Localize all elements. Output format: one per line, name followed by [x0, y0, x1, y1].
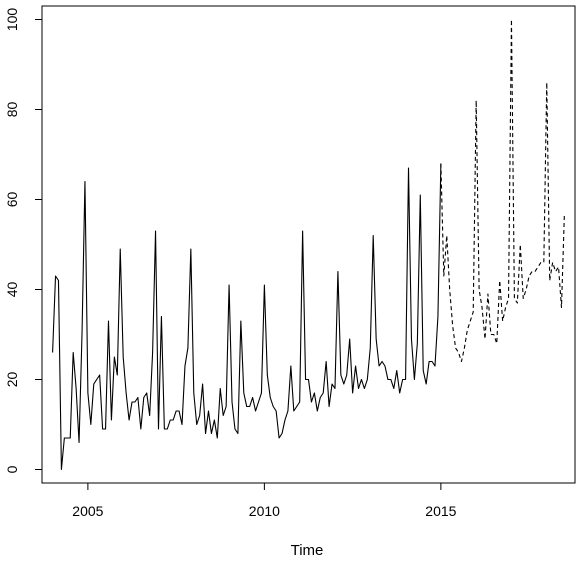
y-axis: 0 20 40 60 80 100 [4, 8, 42, 473]
x-tick-label: 2005 [72, 503, 103, 519]
y-tick-label: 40 [4, 282, 20, 298]
plot-frame [41, 5, 576, 484]
x-tick-label: 2010 [249, 503, 280, 519]
x-axis: 2005 2010 2015 [72, 483, 457, 519]
observed-series-line [52, 163, 442, 471]
y-tick-label: 0 [4, 465, 20, 473]
forecast-series-line [440, 18, 565, 363]
y-tick-label: 60 [4, 192, 20, 208]
y-tick-label: 80 [4, 102, 20, 118]
x-axis-title: Time [291, 542, 324, 559]
y-tick-label: 20 [4, 372, 20, 388]
series-layer [52, 18, 565, 471]
y-tick-label: 100 [4, 8, 20, 32]
x-tick-label: 2015 [425, 503, 456, 519]
